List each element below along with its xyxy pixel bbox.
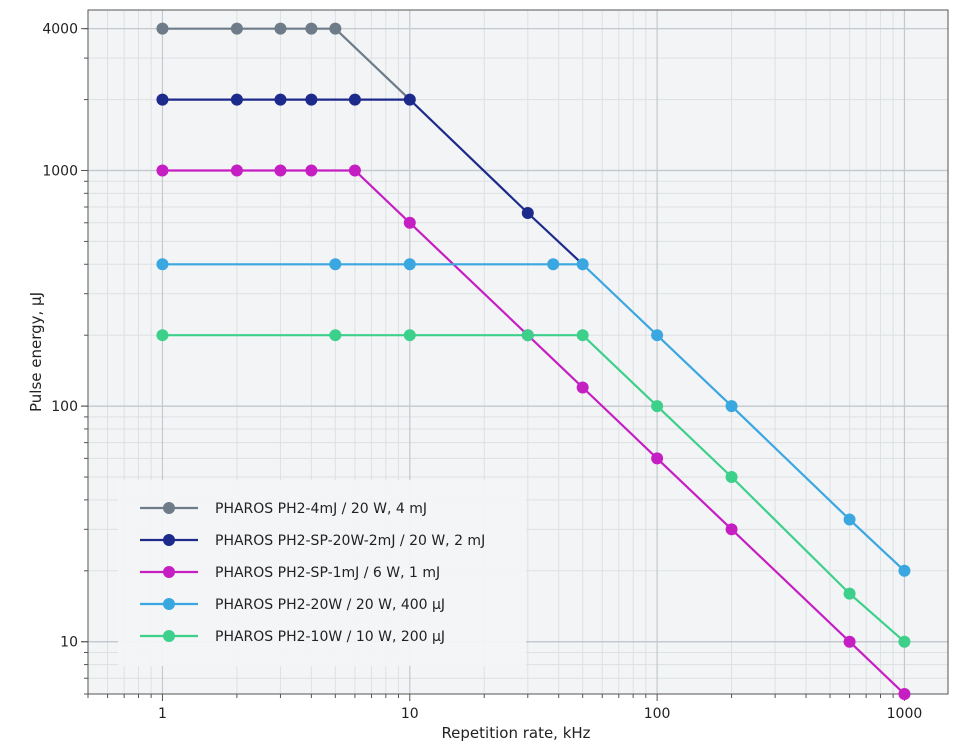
data-point bbox=[843, 635, 856, 648]
legend-label: PHAROS PH2-10W / 10 W, 200 µJ bbox=[215, 629, 445, 645]
legend-marker bbox=[163, 502, 175, 514]
x-tick-label: 1000 bbox=[887, 706, 923, 722]
data-point bbox=[576, 329, 589, 342]
data-point bbox=[651, 452, 664, 465]
data-point bbox=[156, 258, 169, 271]
series-line-extension-0 bbox=[334, 27, 411, 101]
x-axis-label: Repetition rate, kHz bbox=[441, 724, 590, 742]
data-point bbox=[651, 400, 664, 413]
data-point bbox=[230, 164, 243, 177]
data-point bbox=[329, 258, 342, 271]
legend-marker bbox=[163, 630, 175, 642]
data-point bbox=[305, 93, 318, 106]
data-point bbox=[329, 329, 342, 342]
data-point bbox=[156, 164, 169, 177]
data-point bbox=[274, 164, 287, 177]
y-tick-label: 100 bbox=[51, 399, 78, 415]
data-point bbox=[329, 22, 342, 35]
data-point bbox=[156, 93, 169, 106]
data-point bbox=[274, 93, 287, 106]
data-point bbox=[547, 258, 560, 271]
data-point bbox=[403, 329, 416, 342]
data-point bbox=[651, 329, 664, 342]
legend-label: PHAROS PH2-SP-20W-2mJ / 20 W, 2 mJ bbox=[215, 533, 485, 549]
data-point bbox=[898, 564, 911, 577]
series-line-extension-1 bbox=[527, 212, 584, 266]
data-point bbox=[843, 587, 856, 600]
data-point bbox=[156, 22, 169, 35]
data-point bbox=[898, 635, 911, 648]
data-point bbox=[230, 22, 243, 35]
data-point bbox=[156, 329, 169, 342]
data-point bbox=[305, 164, 318, 177]
data-point bbox=[725, 523, 738, 536]
data-point bbox=[843, 513, 856, 526]
legend: PHAROS PH2-4mJ / 20 W, 4 mJ PHAROS PH2-SP… bbox=[118, 480, 526, 666]
data-point bbox=[576, 381, 589, 394]
data-point bbox=[230, 93, 243, 106]
legend-label: PHAROS PH2-20W / 20 W, 400 µJ bbox=[215, 597, 445, 613]
y-tick-label: 10 bbox=[60, 635, 78, 651]
data-point bbox=[403, 93, 416, 106]
y-tick-label: 4000 bbox=[42, 22, 78, 38]
data-point bbox=[521, 207, 534, 220]
data-point bbox=[348, 93, 361, 106]
legend-label: PHAROS PH2-SP-1mJ / 6 W, 1 mJ bbox=[215, 565, 440, 581]
data-point bbox=[305, 22, 318, 35]
x-tick-label: 100 bbox=[644, 706, 671, 722]
legend-label: PHAROS PH2-4mJ / 20 W, 4 mJ bbox=[215, 501, 427, 517]
x-tick-label: 1 bbox=[158, 706, 167, 722]
y-axis-ticks: 10 100 1000 4000 bbox=[42, 22, 88, 695]
data-point bbox=[403, 216, 416, 229]
legend-marker bbox=[163, 534, 175, 546]
x-axis-ticks: 1 10 100 1000 bbox=[87, 694, 923, 722]
legend-marker bbox=[163, 566, 175, 578]
series-points bbox=[156, 22, 911, 700]
x-tick-label: 10 bbox=[401, 706, 419, 722]
y-tick-label: 1000 bbox=[42, 164, 78, 180]
data-point bbox=[576, 258, 589, 271]
plot-frame bbox=[87, 9, 949, 695]
data-point bbox=[725, 471, 738, 484]
y-axis-label: Pulse energy, µJ bbox=[27, 292, 45, 412]
data-point bbox=[403, 258, 416, 271]
data-point bbox=[521, 329, 534, 342]
legend-marker bbox=[163, 598, 175, 610]
series-line-2 bbox=[162, 169, 906, 695]
data-point bbox=[898, 688, 911, 700]
data-point bbox=[274, 22, 287, 35]
data-point bbox=[348, 164, 361, 177]
data-point bbox=[725, 400, 738, 413]
